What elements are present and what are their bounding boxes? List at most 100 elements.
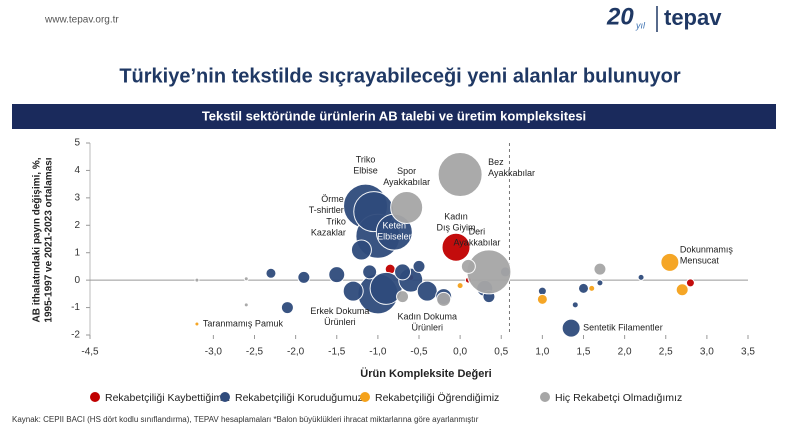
x-tick-label: -1,0	[369, 347, 387, 358]
bubble	[660, 252, 680, 272]
y-tick-label: -1	[71, 302, 80, 313]
bubble	[460, 258, 476, 274]
x-tick-label: 1,0	[535, 347, 549, 358]
legend-label: Rekabetçiliği Kaybettiğimiz	[105, 392, 230, 404]
bubble-label: Elbiseler	[377, 232, 412, 242]
x-tick-label: -2,0	[287, 347, 305, 358]
bubble-label: Spor	[397, 166, 416, 176]
logo-name: tepav	[664, 5, 722, 30]
bubble-label: Dış Giyim	[437, 223, 476, 233]
bubble-label: Kadın Dokuma	[397, 311, 457, 321]
legend-marker	[220, 392, 230, 402]
bubble-label: Örme	[321, 194, 344, 204]
bubble-label: Kadın	[444, 212, 468, 222]
y-tick-label: -2	[71, 330, 80, 341]
bubble-label: Triko	[356, 154, 376, 164]
x-tick-label: 3,5	[741, 347, 755, 358]
bubble	[441, 232, 471, 262]
x-tick-label: 1,5	[577, 347, 591, 358]
bubble	[593, 262, 607, 276]
bubble	[194, 321, 200, 327]
bubble-label: Taranmamış Pamuk	[203, 318, 284, 328]
x-tick-label: 0,5	[494, 347, 508, 358]
bubble-label: Kazaklar	[311, 228, 346, 238]
bubble	[243, 302, 249, 308]
bubble	[243, 276, 249, 282]
x-tick-label: 0,0	[453, 347, 467, 358]
bubble-label: Ayakkabılar	[453, 237, 500, 247]
x-tick-label: 3,0	[700, 347, 714, 358]
bubble	[396, 290, 410, 304]
bubble-label: Mensucat	[680, 256, 720, 266]
banner	[12, 104, 776, 129]
y-tick-label: 3	[74, 192, 80, 203]
bubble-label: Bez	[488, 157, 504, 167]
bubble	[394, 263, 412, 281]
bubble-label: Dokunmamış	[680, 245, 734, 255]
y-tick-label: 1	[74, 247, 80, 258]
bubble	[328, 266, 346, 284]
x-tick-label: -4,5	[81, 347, 99, 358]
bubble	[280, 301, 294, 315]
y-axis-label: 1995-1997 ve 2021-2023 ortalaması	[44, 157, 55, 322]
bubble	[342, 280, 364, 302]
bubble	[297, 270, 311, 284]
legend-marker	[90, 392, 100, 402]
bubble	[436, 291, 452, 307]
bubble-label: Triko	[326, 217, 346, 227]
x-axis-label: Ürün Kompleksite Değeri	[360, 367, 491, 380]
bubble	[456, 282, 464, 290]
bubble	[685, 278, 695, 288]
bubble-label: T-shirtler	[309, 205, 344, 215]
bubble	[390, 190, 424, 224]
x-tick-label: -2,5	[246, 347, 264, 358]
legend-label: Hiç Rekabetçi Olmadığımız	[555, 392, 682, 404]
legend-label: Rekabetçiliği Öğrendiğimiz	[375, 392, 499, 404]
bubble	[675, 283, 689, 297]
bubble	[412, 259, 426, 273]
bubble-label: Keten	[383, 221, 407, 231]
logo-number: 20	[606, 3, 634, 30]
bubble-label: Erkek Dokuma	[310, 306, 369, 316]
legend-marker	[540, 392, 550, 402]
bubble-label: Ayakkabılar	[488, 168, 535, 178]
y-tick-label: 4	[74, 165, 80, 176]
bubble	[561, 318, 581, 338]
url: www.tepav.org.tr	[44, 15, 119, 26]
bubble-label: Ayakkabılar	[383, 177, 430, 187]
x-tick-label: 2,0	[618, 347, 632, 358]
x-tick-label: -0,5	[410, 347, 428, 358]
x-tick-label: -3,0	[205, 347, 223, 358]
bubble-label: Ürünleri	[324, 317, 356, 327]
bubble	[571, 301, 579, 309]
y-tick-label: 2	[74, 220, 80, 231]
bubble	[466, 249, 512, 295]
bubble-label: Deri	[469, 226, 486, 236]
footer: Kaynak: CEPII BACI (HS dört kodlu sınıfl…	[12, 415, 479, 424]
bubble-label: Sentetik Filamentler	[583, 323, 663, 333]
y-tick-label: 5	[74, 138, 80, 149]
y-axis-label: AB ithalatındaki payın değişimi, %,	[32, 157, 43, 322]
bubble-label: Elbise	[353, 165, 378, 175]
bubble	[596, 279, 604, 287]
bubble	[265, 267, 277, 279]
bubble	[350, 239, 372, 261]
bubble	[437, 152, 483, 198]
bubble	[362, 264, 378, 280]
legend-marker	[360, 392, 370, 402]
bubble-label: Ürünleri	[411, 322, 443, 332]
bubble	[416, 280, 438, 302]
y-tick-label: 0	[74, 275, 80, 286]
bubble	[588, 284, 596, 292]
logo-suffix: yıl	[635, 20, 646, 30]
x-tick-label: -1,5	[328, 347, 346, 358]
bubble	[194, 277, 200, 283]
page-title: Türkiye’nin tekstilde sıçrayabileceği ye…	[119, 65, 681, 87]
legend-label: Rekabetçiliği Koruduğumuz	[235, 392, 363, 404]
bubble	[637, 273, 645, 281]
bubble	[536, 293, 548, 305]
bubble	[578, 282, 589, 294]
x-tick-label: 2,5	[659, 347, 673, 358]
